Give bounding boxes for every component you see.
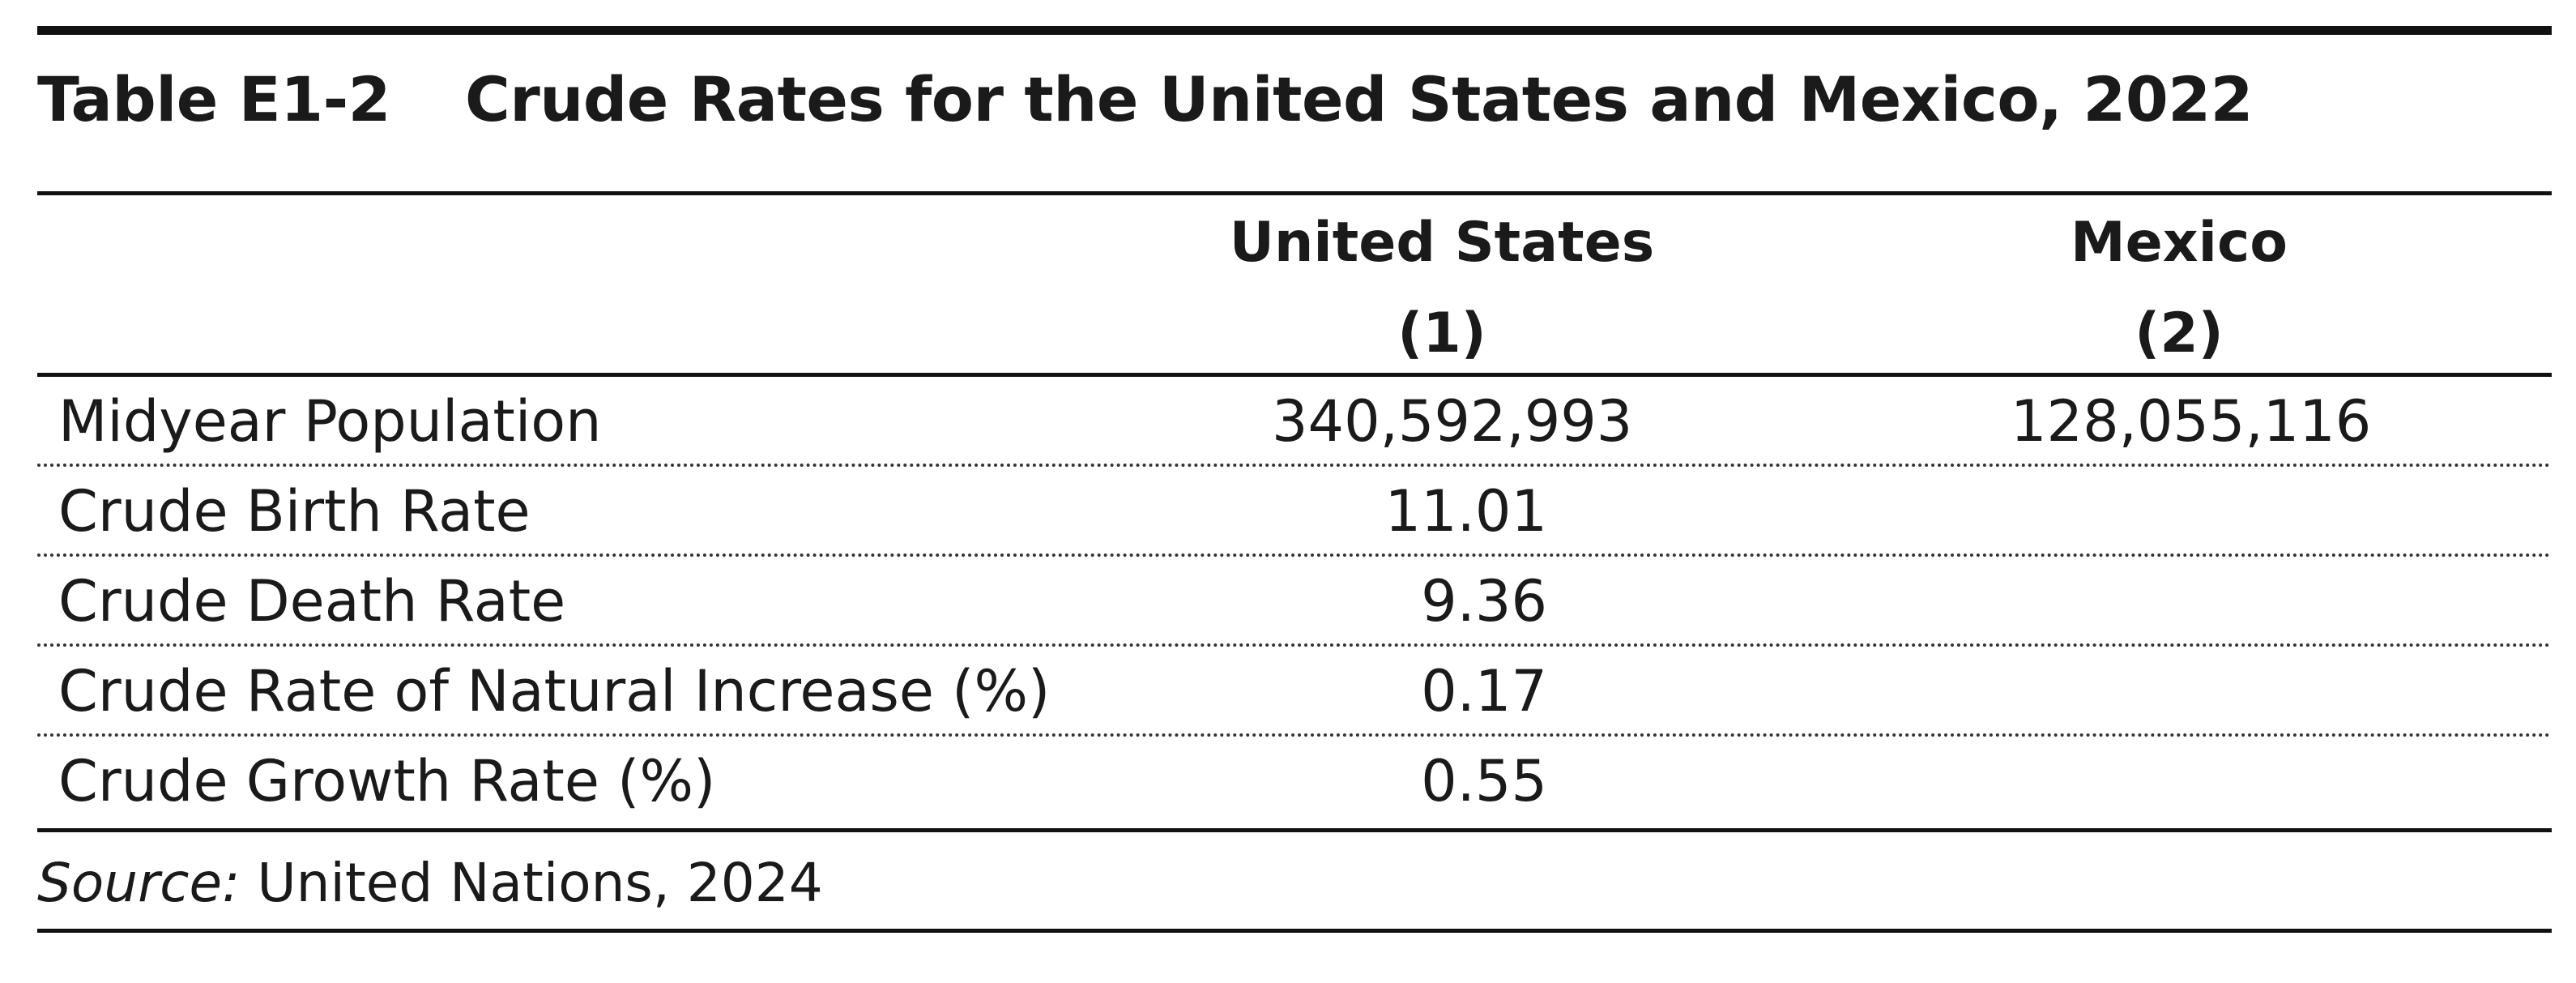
table-body-end-rule [37, 828, 2552, 832]
column-name: Mexico [2071, 211, 2288, 275]
top-rule [37, 26, 2552, 35]
source-text: United Nations, 2024 [240, 852, 823, 914]
table-title: Table E1-2 Crude Rates for the United Sta… [37, 63, 2253, 136]
table-row: Crude Growth Rate (%) 0.55 [37, 737, 2552, 827]
cell-mexico: 128,055,116 [2011, 388, 2372, 455]
source-prefix: Source: [37, 852, 241, 914]
row-label: Crude Growth Rate (%) [58, 748, 716, 814]
column-name: United States [1229, 211, 1655, 275]
dotted-divider [37, 733, 2552, 737]
column-header-mexico: Mexico (2) [1896, 199, 2463, 380]
cell-united-states: 0.55 [1421, 748, 1547, 814]
cell-united-states: 340,592,993 [1272, 388, 1633, 455]
dotted-divider [37, 553, 2552, 557]
table-row: Crude Birth Rate 11.01 [37, 467, 2552, 557]
row-label: Crude Rate of Natural Increase (%) [58, 658, 1051, 724]
cell-united-states: 11.01 [1384, 478, 1547, 545]
table-row: Midyear Population 340,592,993 128,055,1… [37, 377, 2552, 467]
row-label: Crude Death Rate [58, 568, 566, 635]
column-header-rule [37, 373, 2552, 377]
row-label: Midyear Population [58, 388, 602, 455]
column-number: (1) [1397, 301, 1486, 365]
table-number: Table E1-2 [37, 63, 391, 135]
dotted-divider [37, 464, 2552, 467]
column-number: (2) [2135, 301, 2224, 365]
source-note: Source: United Nations, 2024 [37, 839, 823, 928]
table-row: Crude Death Rate 9.36 [37, 557, 2552, 647]
dotted-divider [37, 643, 2552, 647]
column-header-united-states: United States (1) [1158, 199, 1725, 380]
bottom-rule [37, 929, 2552, 933]
row-label: Crude Birth Rate [58, 478, 531, 545]
header-rule [37, 191, 2552, 195]
table-caption: Crude Rates for the United States and Me… [465, 63, 2253, 135]
table-row: Crude Rate of Natural Increase (%) 0.17 [37, 647, 2552, 737]
cell-united-states: 9.36 [1421, 568, 1547, 635]
cell-united-states: 0.17 [1421, 658, 1547, 724]
